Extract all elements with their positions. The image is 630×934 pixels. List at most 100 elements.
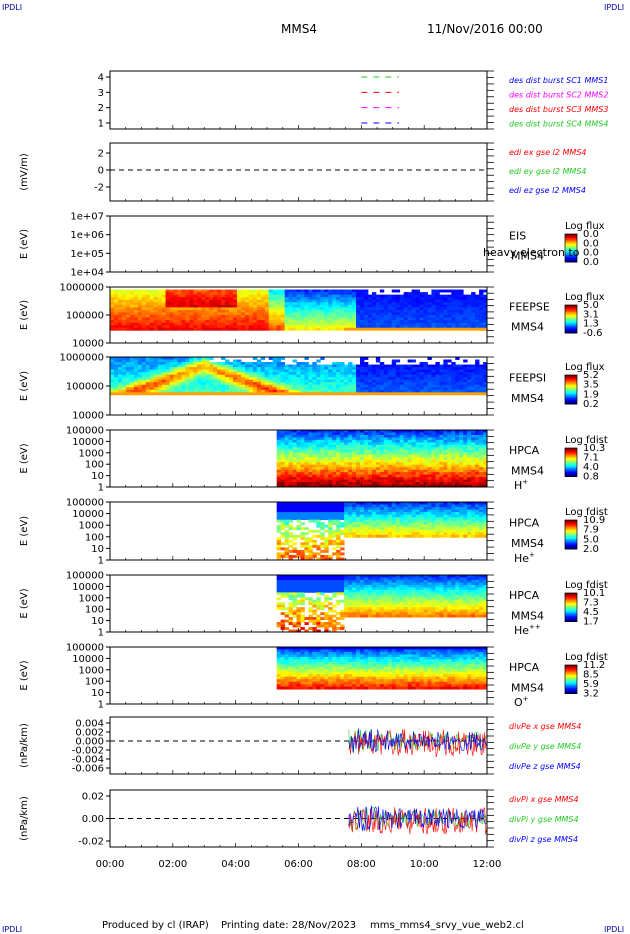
heatmap-cell: [260, 379, 266, 383]
heatmap-cell: [173, 289, 178, 293]
heatmap-cell: [308, 547, 313, 551]
heatmap-cell: [181, 312, 186, 316]
y-tick-label-0-3: 4: [98, 73, 104, 84]
heatmap-cell: [423, 309, 428, 313]
heatmap-cell: [288, 430, 293, 433]
heatmap-cell: [280, 299, 286, 303]
heatmap-cell: [157, 327, 162, 331]
heatmap-cell: [479, 442, 484, 446]
heatmap-cell: [189, 315, 194, 318]
heatmap-cell: [117, 364, 123, 368]
heatmap-cell: [367, 472, 373, 476]
heatmap-cell: [447, 374, 452, 378]
heatmap-cell: [149, 302, 155, 306]
heatmap-cell: [387, 369, 393, 373]
heatmap-cell: [312, 307, 317, 311]
heatmap-cell: [149, 384, 155, 388]
heatmap-cell: [399, 364, 405, 368]
heatmap-cell: [324, 554, 329, 558]
heatmap-cell: [467, 457, 472, 461]
heatmap-cell: [439, 469, 444, 473]
heatmap-cell: [415, 289, 420, 293]
heatmap-cell: [356, 325, 361, 329]
heatmap-cell: [371, 315, 377, 318]
heatmap-cell: [137, 362, 143, 365]
heatmap-cell: [300, 544, 305, 548]
heatmap-cell: [225, 320, 230, 324]
heatmap-cell: [360, 532, 365, 536]
heatmap-cell: [360, 439, 365, 443]
heatmap-cell: [463, 452, 468, 456]
heatmap-cell: [463, 462, 468, 466]
heatmap-cell: [399, 517, 405, 521]
heatmap-cell: [316, 432, 321, 436]
heatmap-cell: [363, 294, 369, 298]
heatmap-cell: [415, 297, 420, 301]
heatmap-cell: [300, 289, 305, 293]
heatmap-cell: [387, 529, 393, 533]
heatmap-cell: [379, 384, 385, 388]
heatmap-cell: [352, 327, 357, 331]
heatmap-cell: [419, 434, 424, 438]
heatmap-cell: [379, 430, 385, 433]
heatmap-cell: [419, 430, 424, 433]
heatmap-cell: [423, 369, 428, 373]
heatmap-cell: [419, 504, 424, 508]
heatmap-cell: [304, 320, 309, 324]
heatmap-cell: [284, 437, 289, 441]
heatmap-cell: [439, 459, 444, 463]
heatmap-cell: [407, 327, 412, 331]
heatmap-cell: [296, 517, 301, 521]
heatmap-cell: [312, 552, 317, 556]
heatmap-cell: [391, 459, 397, 463]
heatmap-cell: [217, 317, 222, 321]
heatmap-cell: [407, 379, 412, 383]
heatmap-cell: [475, 472, 480, 476]
heatmap-cell: [336, 367, 341, 371]
heatmap-cell: [383, 389, 389, 393]
heatmap-cell: [352, 320, 357, 324]
heatmap-cell: [395, 369, 401, 373]
heatmap-cell: [379, 364, 385, 368]
heatmap-cell: [455, 387, 460, 391]
heatmap-cell: [344, 322, 349, 326]
heatmap-cell: [173, 372, 178, 376]
heatmap-cell: [316, 514, 321, 518]
heatmap-cell: [423, 392, 428, 396]
heatmap-cell: [316, 302, 321, 306]
heatmap-cell: [411, 307, 416, 311]
heatmap-cell: [324, 374, 329, 378]
heatmap-cell: [419, 387, 424, 391]
heatmap-cell: [312, 382, 317, 386]
heatmap-cell: [403, 519, 409, 523]
heatmap-cell: [137, 327, 143, 331]
heatmap-cell: [141, 297, 147, 301]
heatmap-cell: [467, 479, 472, 483]
heatmap-cell: [316, 534, 321, 538]
heatmap-cell: [316, 479, 321, 483]
colorbar-segment: [565, 469, 577, 472]
heatmap-cell: [356, 517, 361, 521]
heatmap-cell: [471, 467, 476, 471]
heatmap-cell: [272, 297, 278, 301]
heatmap-cell: [328, 302, 333, 306]
y-axis-label-2: E (eV): [19, 229, 30, 259]
heatmap-cell: [459, 372, 464, 376]
heatmap-cell: [356, 472, 361, 476]
heatmap-cell: [367, 474, 373, 478]
heatmap-cell: [201, 372, 206, 376]
heatmap-cell: [356, 297, 361, 301]
heatmap-cell: [244, 289, 250, 293]
heatmap-cell: [455, 467, 460, 471]
heatmap-cell: [324, 322, 329, 326]
heatmap-cell: [363, 484, 369, 488]
heatmap-cell: [367, 367, 373, 371]
heatmap-cell: [395, 482, 401, 485]
heatmap-cell: [427, 430, 432, 433]
heatmap-cell: [383, 467, 389, 471]
heatmap-cell: [383, 302, 389, 306]
heatmap-cell: [479, 469, 484, 473]
heatmap-cell: [375, 509, 381, 513]
heatmap-cell: [236, 322, 242, 326]
heatmap-cell: [407, 472, 412, 476]
